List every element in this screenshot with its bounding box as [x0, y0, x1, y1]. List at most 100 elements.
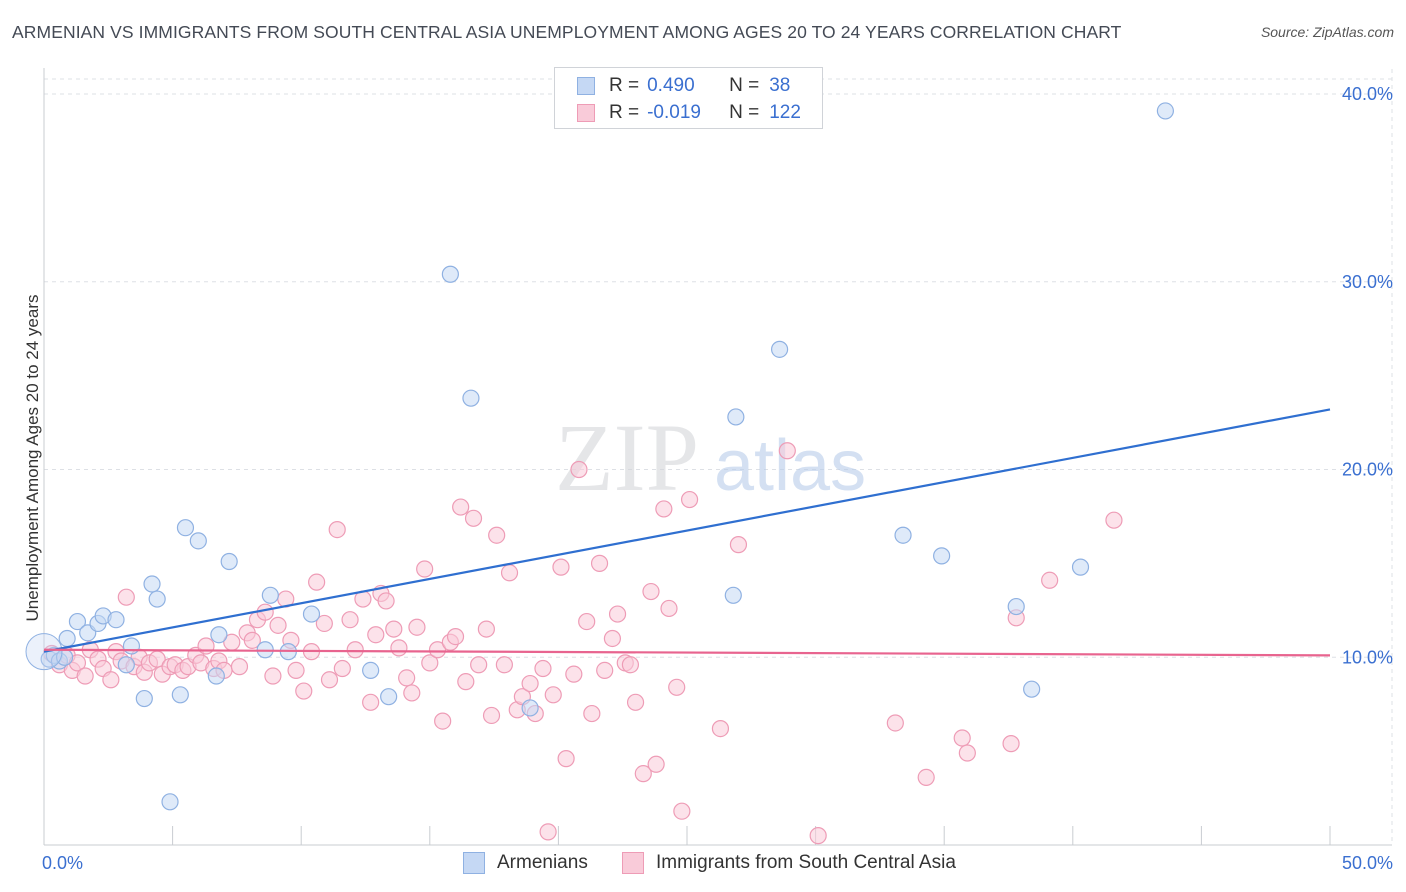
- point-immigrants: [953, 729, 971, 747]
- point-immigrants: [477, 620, 495, 638]
- point-immigrants: [482, 706, 501, 725]
- point-immigrants: [367, 626, 385, 644]
- series-legend: Armenians Immigrants from South Central …: [0, 850, 1406, 878]
- correlation-legend: R = 0.490 N = 38 R = -0.019 N = 122: [554, 67, 823, 129]
- point-immigrants: [398, 669, 416, 687]
- legend-swatch-armenians: [577, 77, 595, 95]
- point-armenians: [1023, 680, 1041, 698]
- trendlines: [43, 408, 1331, 657]
- point-immigrants: [197, 637, 215, 655]
- point-immigrants: [590, 554, 609, 572]
- point-immigrants: [341, 611, 359, 629]
- point-armenians: [362, 661, 380, 679]
- point-immigrants: [269, 616, 287, 634]
- point-armenians: [135, 689, 153, 708]
- point-immigrants: [565, 665, 583, 683]
- point-immigrants: [680, 490, 699, 509]
- point-immigrants: [809, 827, 827, 845]
- series-armenians-points: [25, 102, 1174, 811]
- point-immigrants: [647, 755, 665, 773]
- point-immigrants: [608, 605, 627, 623]
- point-immigrants: [583, 704, 601, 723]
- point-immigrants: [673, 802, 691, 820]
- point-immigrants: [76, 667, 94, 685]
- legend-swatch-immigrants: [577, 104, 595, 122]
- point-immigrants: [886, 714, 904, 732]
- point-armenians: [107, 611, 125, 629]
- point-immigrants: [655, 500, 673, 518]
- point-immigrants: [117, 588, 135, 606]
- watermark-zip: ZIP: [555, 404, 699, 511]
- point-immigrants: [256, 603, 274, 621]
- point-immigrants: [544, 686, 562, 704]
- point-immigrants: [521, 674, 539, 693]
- legend-n-label: N =: [729, 75, 760, 96]
- point-armenians: [176, 519, 195, 537]
- point-immigrants: [660, 599, 678, 618]
- axes: [43, 68, 1392, 846]
- point-immigrants: [315, 614, 333, 633]
- legend-item-armenians[interactable]: Armenians: [463, 852, 588, 874]
- point-immigrants: [333, 659, 351, 678]
- point-immigrants: [320, 671, 339, 689]
- point-immigrants: [642, 582, 660, 601]
- trendline-immigrants: [43, 648, 1331, 657]
- legend-swatch-immigrants: [622, 852, 644, 874]
- point-armenians: [1007, 597, 1025, 616]
- legend-r-label: R =: [609, 75, 640, 96]
- point-armenians: [894, 526, 912, 544]
- point-immigrants: [500, 564, 519, 582]
- point-immigrants: [308, 573, 326, 591]
- point-immigrants: [328, 520, 346, 539]
- point-armenians: [68, 612, 87, 631]
- point-immigrants: [470, 656, 488, 674]
- point-immigrants: [917, 768, 935, 787]
- legend-r-value: 0.490: [647, 75, 695, 96]
- point-immigrants: [457, 673, 475, 691]
- point-immigrants: [621, 656, 640, 674]
- point-immigrants: [385, 620, 403, 638]
- point-immigrants: [495, 656, 513, 674]
- legend-r-value: -0.019: [647, 102, 701, 123]
- point-immigrants: [230, 658, 249, 676]
- y-axis-label: Unemployment Among Ages 20 to 24 years: [23, 295, 42, 622]
- point-immigrants: [362, 693, 380, 711]
- point-armenians: [462, 389, 480, 407]
- point-armenians: [117, 656, 135, 674]
- point-armenians: [380, 688, 398, 706]
- point-immigrants: [958, 744, 976, 762]
- point-immigrants: [1105, 511, 1123, 529]
- point-armenians: [58, 629, 76, 648]
- y-tick-label: 30.0%: [1342, 272, 1393, 292]
- point-armenians: [724, 586, 742, 604]
- point-armenians: [521, 699, 539, 717]
- y-tick-label: 20.0%: [1342, 460, 1393, 480]
- legend-row-immigrants: R = -0.019 N = 122: [577, 100, 801, 126]
- point-immigrants: [1041, 571, 1059, 589]
- x-tick-label: 0.0%: [42, 853, 83, 873]
- point-immigrants: [626, 693, 645, 711]
- point-armenians: [1156, 102, 1174, 120]
- legend-label-immigrants: Immigrants from South Central Asia: [656, 852, 956, 873]
- legend-item-immigrants[interactable]: Immigrants from South Central Asia: [622, 852, 956, 874]
- point-armenians: [933, 547, 951, 565]
- point-armenians: [148, 590, 166, 608]
- point-immigrants: [428, 641, 447, 659]
- point-armenians: [220, 552, 238, 571]
- point-immigrants: [711, 719, 730, 738]
- legend-n-label: N =: [729, 102, 760, 123]
- point-immigrants: [570, 460, 588, 479]
- point-immigrants: [539, 823, 557, 841]
- point-armenians: [161, 793, 179, 811]
- point-immigrants: [377, 592, 395, 610]
- legend-r-label: R =: [609, 102, 640, 123]
- point-immigrants: [346, 641, 364, 659]
- point-immigrants: [596, 661, 614, 679]
- point-immigrants: [421, 654, 439, 672]
- point-immigrants: [603, 629, 622, 648]
- point-armenians: [302, 605, 321, 623]
- point-immigrants: [778, 442, 796, 460]
- point-armenians: [770, 340, 789, 358]
- point-immigrants: [446, 628, 465, 646]
